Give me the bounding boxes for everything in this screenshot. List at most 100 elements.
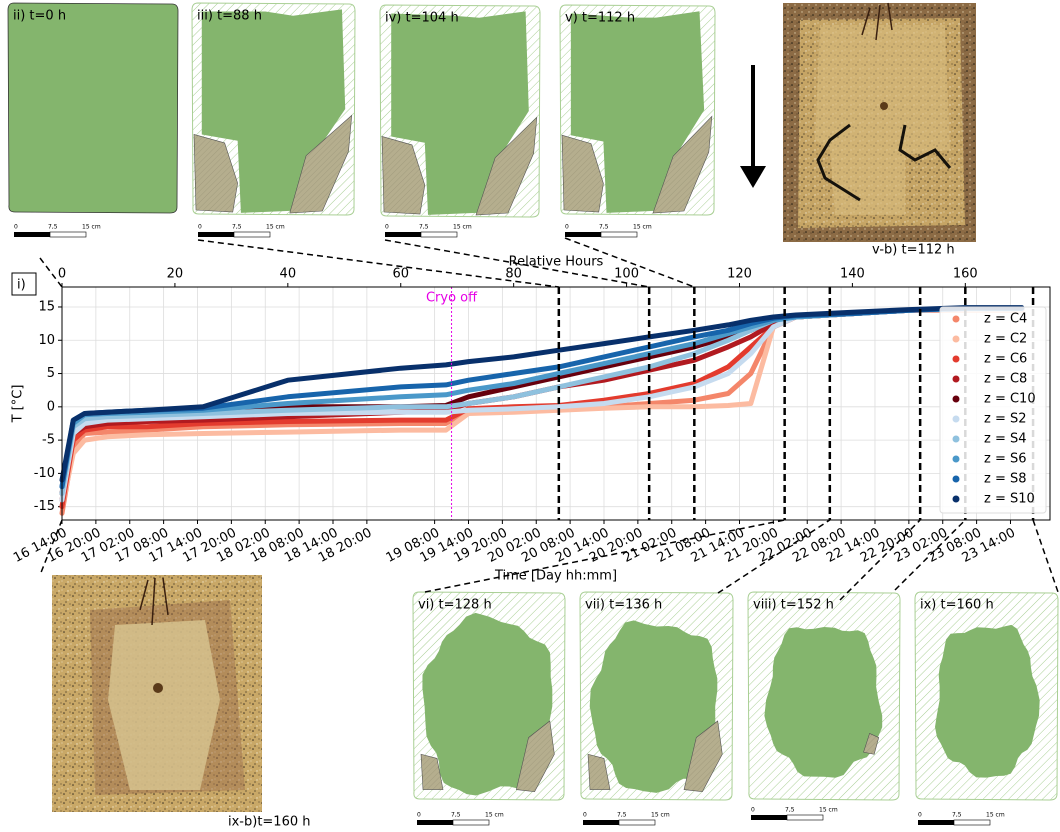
connector: [894, 519, 966, 591]
x2-tick-label: 140: [840, 267, 865, 282]
scale-bar: [953, 819, 991, 826]
photo-bottom: [52, 575, 262, 812]
frozen-core: [422, 612, 553, 796]
fallen-piece: [381, 136, 426, 215]
panel-label: vii) t=136 h: [585, 598, 662, 613]
y-axis-label: T [°C]: [11, 385, 26, 424]
legend-label: z = S4: [984, 432, 1027, 447]
scale-label: 7,5: [785, 807, 795, 814]
legend-label: z = S6: [984, 452, 1027, 467]
panel-label: iv) t=104 h: [385, 11, 459, 26]
y-tick-label: 0: [47, 399, 55, 414]
fallen-piece: [475, 116, 538, 216]
scale-label: 15 cm: [651, 812, 670, 819]
connector: [39, 257, 63, 288]
fallen-piece: [587, 753, 611, 790]
legend-label: z = C8: [984, 372, 1027, 387]
scale-label: 15 cm: [485, 812, 504, 819]
connector: [384, 239, 650, 288]
legend-box: [939, 306, 1047, 514]
x2-tick-label: 20: [167, 267, 184, 282]
connector: [717, 519, 831, 594]
scale-bar: [583, 820, 619, 825]
scale-bar: [565, 232, 601, 237]
scale-label: 7,5: [599, 224, 609, 231]
scale-label: 7,5: [952, 812, 962, 819]
scale-bar: [417, 820, 453, 825]
x2-tick-label: 80: [505, 267, 522, 282]
scale-label: 7,5: [451, 812, 461, 819]
connector: [424, 519, 785, 593]
fallen-piece: [289, 114, 353, 214]
y-tick-label: -10: [34, 466, 55, 481]
photo-caption: ix-b)t=160 h: [228, 815, 311, 830]
legend-label: z = C4: [984, 312, 1027, 327]
fallen-piece: [420, 753, 444, 790]
panel-label: i): [17, 278, 26, 293]
fallen-piece: [683, 720, 723, 793]
panel-label-box: [11, 272, 37, 296]
legend-marker: [952, 395, 960, 403]
scale-label: 7,5: [48, 224, 58, 231]
panel-label: iii) t=88 h: [197, 9, 262, 24]
series-line: [59, 305, 1025, 483]
scale-label: 15 cm: [266, 224, 285, 231]
y-tick-label: -15: [34, 499, 55, 514]
scale-bar: [751, 815, 787, 820]
panel-label: viii) t=152 h: [753, 598, 834, 613]
x2-tick-label: 40: [280, 267, 297, 282]
scale-label: 15 cm: [633, 224, 652, 231]
scale-bar: [14, 232, 50, 237]
x-axis-label: Time [Day hh:mm]: [494, 569, 617, 584]
scale-label: 0: [583, 812, 587, 819]
scale-label: 0: [385, 224, 389, 231]
annotation: Cryo off: [426, 291, 478, 306]
photo-top: [783, 2, 976, 242]
scale-label: 0: [918, 812, 922, 819]
y-tick-label: 10: [38, 333, 55, 348]
legend-marker: [952, 315, 960, 323]
legend-label: z = C2: [984, 332, 1027, 347]
scale-bar: [918, 820, 954, 825]
scale-label: 0: [751, 807, 755, 814]
x2-tick-label: 60: [392, 267, 409, 282]
panel-label: ii) t=0 h: [13, 9, 66, 24]
frozen-core: [935, 624, 1040, 778]
legend-label: z = C10: [984, 392, 1036, 407]
scale-bar: [233, 231, 271, 238]
scale-label: 0: [565, 224, 569, 231]
scale-bar: [49, 231, 87, 238]
x2-tick-label: 120: [727, 267, 752, 282]
y-tick-label: -5: [42, 433, 55, 448]
connector: [197, 239, 559, 288]
y-tick-label: 15: [38, 299, 55, 314]
panel-label: v) t=112 h: [565, 11, 635, 26]
legend-marker: [952, 495, 960, 503]
scale-label: 15 cm: [819, 807, 838, 814]
scale-bar: [452, 819, 490, 826]
scale-bar: [420, 231, 458, 238]
legend-marker: [952, 375, 960, 383]
scale-label: 15 cm: [82, 224, 101, 231]
legend-label: z = S2: [984, 412, 1027, 427]
fallen-piece: [652, 115, 713, 214]
scale-label: 15 cm: [453, 224, 472, 231]
legend-label: z = S10: [984, 492, 1035, 507]
scale-label: 7,5: [232, 224, 242, 231]
legend-label: z = C6: [984, 352, 1027, 367]
y-tick-label: 5: [47, 366, 55, 381]
connector: [839, 519, 921, 601]
scale-bar: [198, 232, 234, 237]
scale-bar: [786, 814, 824, 821]
scale-label: 0: [417, 812, 421, 819]
connector: [1032, 519, 1059, 593]
x2-tick-label: 100: [614, 267, 639, 282]
connector: [564, 237, 695, 288]
fallen-piece: [561, 134, 604, 213]
legend-marker: [952, 335, 960, 343]
scale-bar: [600, 231, 638, 238]
legend-marker: [952, 415, 960, 423]
arrow-head: [740, 166, 766, 188]
scale-label: 7,5: [617, 812, 627, 819]
